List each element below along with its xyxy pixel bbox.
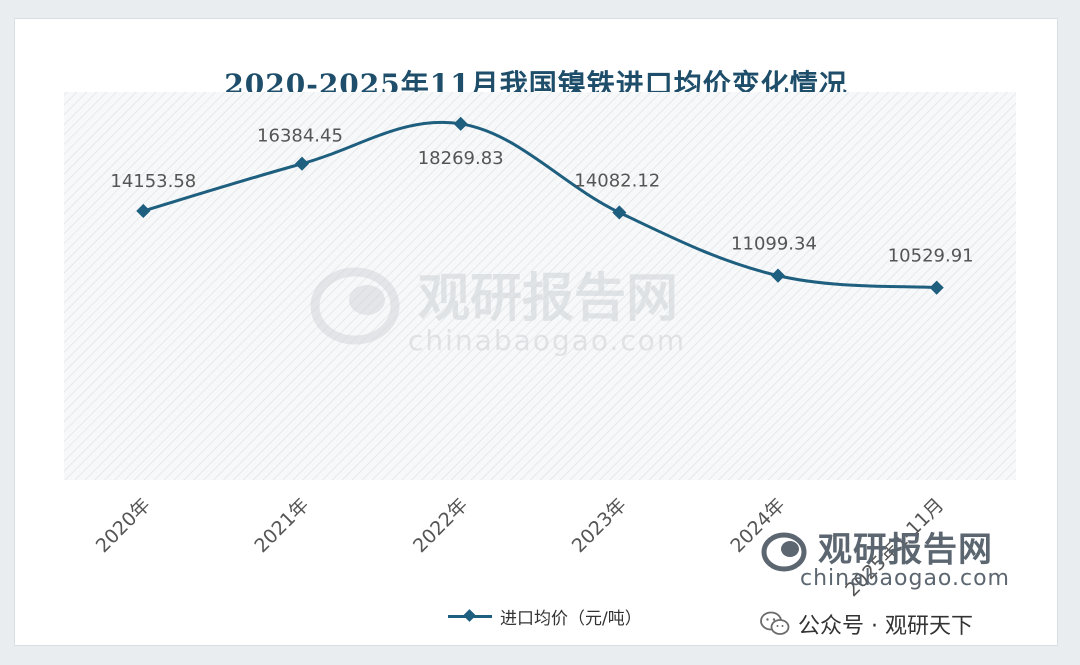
wechat-account[interactable]: 公众号 · 观研天下 [760,608,973,640]
data-point[interactable] [136,203,151,219]
data-point[interactable] [294,156,310,171]
overlay-brand: 观研报告网 [818,530,993,570]
data-label: 10529.91 [888,246,974,267]
overlay-site: chinabaogao.com [800,566,1010,591]
x-tick-label: 2020年 [92,494,155,557]
brand-logo-icon [761,532,807,572]
data-point[interactable] [612,205,627,220]
legend-label: 进口均价（元/吨） [500,608,642,629]
watermark-brand: 观研报告网 [418,269,678,329]
watermark-logo-icon [310,267,400,345]
data-label: 14082.12 [574,170,660,191]
watermark-site: chinabaogao.com [408,324,686,357]
data-point[interactable] [929,280,944,295]
series-layer: 14153.58 16384.45 18269.83 14082.12 11099.34… [110,116,974,295]
legend-line-marker [448,614,492,618]
x-tick-label: 2021年 [250,494,313,557]
watermark: 观研报告网 chinabaogao.com [310,267,686,357]
data-label: 14153.58 [110,171,196,192]
wechat-icon [760,611,790,635]
wechat-text: 公众号 · 观研天下 [798,614,973,639]
data-label: 16384.45 [257,126,343,147]
data-point[interactable] [770,268,786,283]
x-tick-label: 2023年 [568,494,631,557]
series-line [142,120,937,290]
data-label: 11099.34 [731,234,817,255]
x-tick-label: 2022年 [409,494,472,557]
data-point[interactable] [453,116,468,131]
data-label: 18269.83 [418,148,504,169]
legend[interactable]: 进口均价（元/吨） [448,604,642,629]
corner-watermark: 观研报告网 chinabaogao.com 公众号 · 观研天下 [760,522,1060,642]
